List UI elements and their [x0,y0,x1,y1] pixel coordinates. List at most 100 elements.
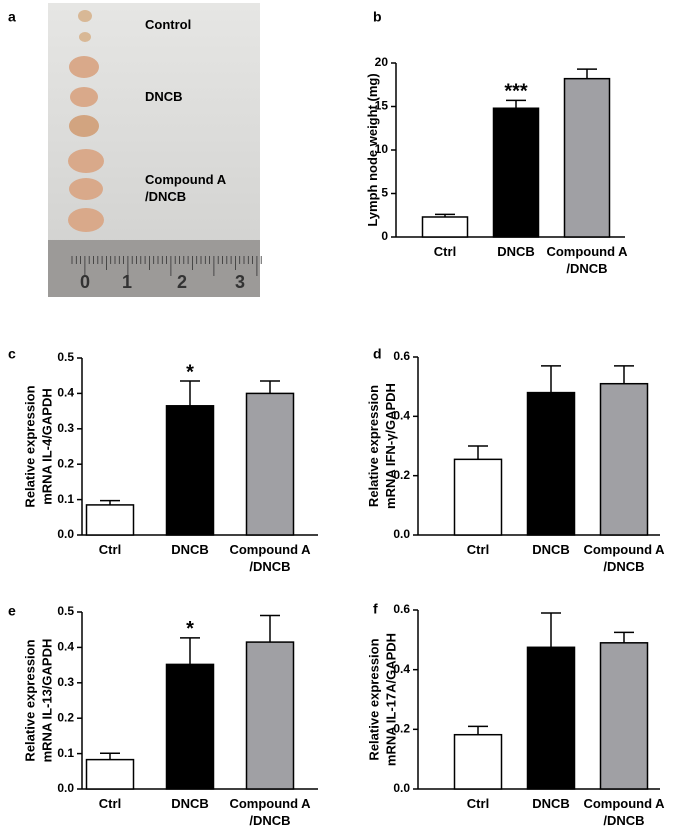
x-tick-label-box: Compound A /DNCB [583,542,665,574]
x-tick-label: Ctrl [98,796,122,811]
x-tick-label-box: DNCB [532,542,570,557]
x-tick-label: Ctrl [433,244,457,259]
x-tick-label: Compound A /DNCB [229,796,311,828]
ruler-label: 3 [235,272,245,292]
x-tick-label: Compound A /DNCB [229,542,311,574]
y-axis-label-box: Relative expression mRNA IL-13/GAPDH [22,638,54,763]
x-tick-label: Ctrl [466,796,490,811]
x-tick-label-box: Ctrl [98,796,122,811]
significance-label: * [186,361,194,383]
ruler [48,240,260,297]
y-tick-label: 0.4 [393,662,410,676]
photo-label: Control [145,17,192,32]
significance-label: * [186,618,194,640]
lymph-node [78,10,92,22]
x-tick-label: DNCB [171,542,209,557]
x-tick-label: DNCB [497,244,535,259]
bar [165,663,215,790]
y-tick-label: 0.4 [393,409,410,423]
y-axis-label: Relative expression mRNA IL-4/GAPDH [22,385,54,508]
y-axis-label: Relative expression mRNA IL-13/GAPDH [22,638,54,763]
x-tick-label: DNCB [171,796,209,811]
x-tick-label-box: Ctrl [466,542,490,557]
x-tick-label-box: Ctrl [466,796,490,811]
bar [563,77,611,238]
bar [85,504,135,536]
panel-label: a [8,9,16,25]
lymph-node [79,32,91,42]
x-tick-label: DNCB [532,542,570,557]
significance-label: *** [504,81,528,103]
y-tick-label: 15 [375,99,389,113]
y-tick-label: 0.1 [57,492,74,506]
bar [492,107,540,238]
y-tick-label: 0.6 [393,602,410,616]
x-tick-label: Compound A /DNCB [583,542,665,574]
lymph-node [69,56,99,78]
y-tick-label: 10 [375,142,389,156]
y-tick-label: 0 [381,229,388,243]
bar [165,405,215,536]
x-tick-label: Ctrl [466,542,490,557]
y-tick-label: 0.5 [57,350,74,364]
y-tick-label: 0.0 [57,527,74,541]
bar [245,392,295,536]
bar [453,733,503,790]
y-tick-label: 5 [381,186,388,200]
y-axis-label-box: Relative expression mRNA IL-4/GAPDH [22,385,54,508]
photo-label-box: DNCB [145,89,183,104]
bar [526,391,576,536]
lymph-node [69,178,103,200]
y-tick-label: 0.6 [393,349,410,363]
ruler-label: 0 [80,272,90,292]
y-tick-label: 0.2 [393,468,410,482]
panel-label: b [373,9,382,25]
bar [421,216,469,238]
y-tick-label: 0.0 [393,781,410,795]
bar [85,758,135,790]
lymph-node [68,149,104,173]
y-tick-label: 0.4 [57,640,74,654]
y-tick-label: 0.3 [57,675,74,689]
photo-label: Compound A /DNCB [145,172,227,204]
x-tick-label-box: DNCB [532,796,570,811]
y-tick-label: 0.0 [393,527,410,541]
photo-label-box: Compound A /DNCB [145,172,227,204]
lymph-node [69,115,99,137]
y-tick-label: 0.2 [57,456,74,470]
y-tick-label: 0.0 [57,781,74,795]
x-tick-label-box: DNCB [171,542,209,557]
photo-label: DNCB [145,89,183,104]
panel-label: d [373,346,382,362]
y-tick-label: 0.4 [57,386,74,400]
x-tick-label-box: Ctrl [98,542,122,557]
bar [599,642,649,790]
x-tick-label-box: Compound A /DNCB [229,796,311,828]
ruler-label: 2 [177,272,187,292]
y-tick-label: 20 [375,55,389,69]
x-tick-label: Ctrl [98,542,122,557]
panel-label: f [373,601,378,617]
ruler-label: 1 [122,272,132,292]
photo-label-box: Control [145,17,192,32]
x-tick-label-box: DNCB [497,244,535,259]
x-tick-label: Compound A /DNCB [583,796,665,828]
photo [48,3,260,297]
bar [245,641,295,790]
x-tick-label-box: Ctrl [433,244,457,259]
x-tick-label-box: Compound A /DNCB [229,542,311,574]
x-tick-label: DNCB [532,796,570,811]
y-tick-label: 0.2 [57,710,74,724]
y-tick-label: 0.3 [57,421,74,435]
x-tick-label-box: Compound A /DNCB [583,796,665,828]
bar [599,382,649,536]
panel-label: c [8,346,16,362]
x-tick-label-box: Compound A /DNCB [546,244,627,276]
bar [453,458,503,536]
panel-label: e [8,603,16,619]
y-tick-label: 0.1 [57,746,74,760]
bar [526,646,576,790]
y-tick-label: 0.2 [393,722,410,736]
